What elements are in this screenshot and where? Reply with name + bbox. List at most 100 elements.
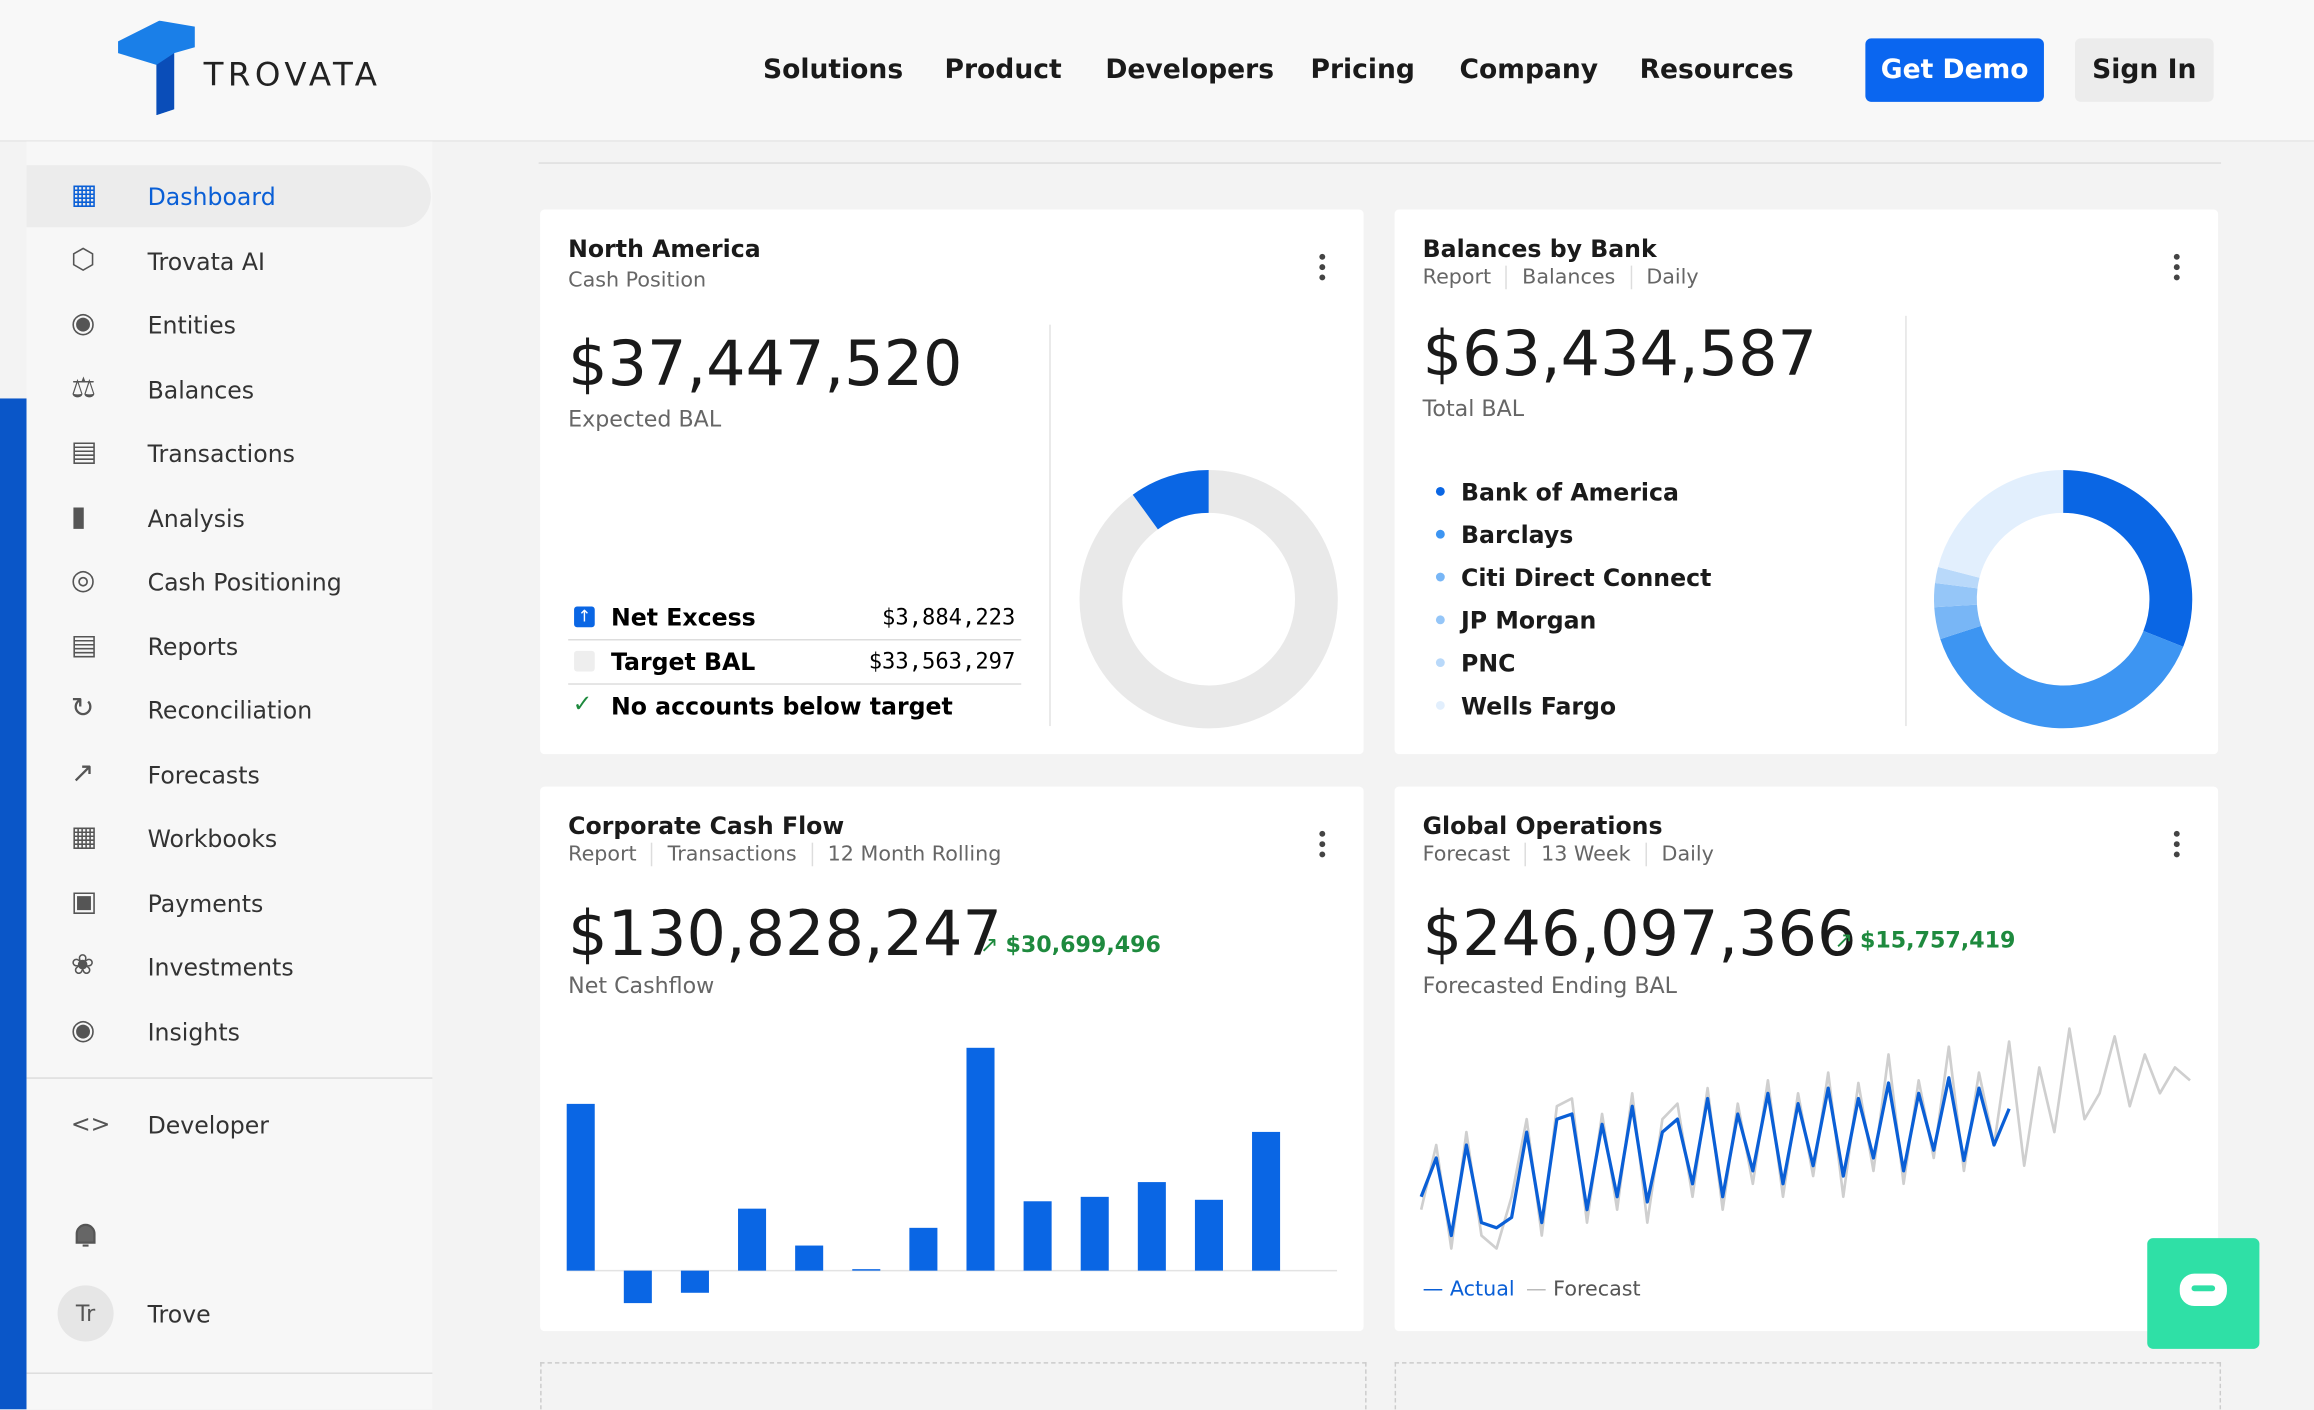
divider — [26, 1077, 433, 1079]
developer-item[interactable]: Developer — [147, 1111, 270, 1140]
tag: Transactions — [651, 842, 812, 867]
bar — [795, 1245, 824, 1271]
card-tags: Forecast 13 Week Daily — [1422, 842, 1729, 867]
bar — [909, 1227, 938, 1271]
amount-label: Forecasted Ending BAL — [1422, 972, 1678, 1000]
menu[interactable] — [1319, 253, 1326, 285]
change-value: $30,699,496 — [1005, 931, 1161, 958]
bar — [852, 1269, 881, 1271]
bar — [1194, 1199, 1223, 1271]
nav-icon: ▤ — [70, 627, 98, 661]
nav-item[interactable]: Reconciliation — [147, 696, 313, 725]
nav-icon: ⬡ — [70, 242, 96, 276]
nav-item[interactable]: Payments — [147, 889, 264, 918]
legend-item: Barclays — [1435, 521, 1573, 549]
nav-item[interactable]: Workbooks — [147, 824, 278, 853]
bar — [966, 1047, 995, 1271]
change-value: $15,757,419 — [1859, 926, 2016, 954]
row-value: $33,563,297 — [868, 647, 1016, 675]
chat-button[interactable] — [2147, 1238, 2260, 1349]
top-nav: TROVATA Solutions Product Developers Pri… — [0, 0, 2314, 142]
placeholder-card — [1394, 1362, 2222, 1410]
bar — [1137, 1182, 1166, 1271]
user-name[interactable]: Trove — [147, 1300, 211, 1329]
card: Global Operations Forecast 13 Week Daily $… — [1394, 786, 2219, 1332]
legend-dot — [1435, 658, 1445, 668]
tag: Report — [568, 842, 637, 867]
change: ↗ $30,699,496 — [979, 931, 1161, 958]
nav-item[interactable]: Insights — [147, 1017, 240, 1046]
menu[interactable] — [1319, 830, 1326, 862]
donut-segment — [1940, 625, 2184, 729]
row-value: $3,884,223 — [882, 603, 1016, 631]
nav-link[interactable]: Solutions — [762, 54, 904, 86]
divider — [538, 162, 2222, 164]
tag: Daily — [1645, 842, 1729, 867]
nav-link[interactable]: Product — [944, 54, 1062, 86]
card-title: Corporate Cash Flow — [568, 811, 845, 840]
tag: Forecast — [1422, 842, 1511, 867]
active-highlight — [26, 165, 431, 228]
tag: Daily — [1630, 265, 1714, 290]
card-title: Global Operations — [1422, 811, 1663, 840]
menu[interactable] — [2173, 830, 2180, 862]
amount: $63,434,587 — [1422, 317, 1817, 390]
donut-segment — [1132, 470, 1210, 530]
tag: 13 Week — [1524, 842, 1646, 867]
nav-icon: ◎ — [70, 563, 96, 597]
sign-in-button[interactable]: Sign In — [2074, 38, 2214, 102]
menu[interactable] — [2173, 253, 2180, 285]
change: ↗ $15,757,419 — [1834, 926, 2016, 954]
row-label: Net Excess — [610, 603, 756, 632]
amount-label: Total BAL — [1422, 395, 1525, 423]
nav-link[interactable]: Developers — [1105, 54, 1275, 86]
legend-item: PNC — [1435, 649, 1515, 677]
bar — [1023, 1201, 1052, 1271]
nav-link[interactable]: Company — [1459, 54, 1599, 86]
bar — [680, 1270, 709, 1293]
card: Corporate Cash Flow Report Transactions 12… — [540, 786, 1364, 1332]
nav-link[interactable]: Resources — [1639, 54, 1794, 86]
nav-icon: ⚖ — [70, 371, 96, 404]
donut-segment — [1938, 470, 2064, 579]
nav-item[interactable]: Reports — [147, 632, 239, 661]
nav-item[interactable]: Investments — [147, 953, 294, 982]
card-title: North America — [568, 234, 761, 263]
divider — [26, 1372, 433, 1374]
nav-item[interactable]: Trovata AI — [147, 247, 265, 276]
amount: $246,097,366 — [1422, 897, 1857, 970]
nav-link[interactable]: Pricing — [1310, 54, 1415, 86]
amount-label: Expected BAL — [568, 405, 722, 433]
nav-item[interactable]: Entities — [147, 311, 236, 340]
legend-item: Bank of America — [1435, 478, 1679, 506]
nav-item[interactable]: Balances — [147, 375, 255, 404]
donut-segment — [2062, 470, 2193, 647]
card-tags: Report Transactions 12 Month Rolling — [568, 842, 1017, 867]
sidebar: Developer <> Tr Trove Dashboard ▦ Trovata … — [26, 141, 433, 1410]
nav-item[interactable]: Dashboard — [147, 182, 276, 212]
row: Target BAL $33,563,297 — [568, 639, 1022, 685]
legend-dot — [1435, 487, 1445, 496]
amount-label: Net Cashflow — [568, 972, 715, 1000]
card-tags: Report Balances Daily — [1422, 265, 1714, 290]
nav-icon: ▤ — [70, 435, 98, 468]
nav-icon: ▮ — [70, 499, 87, 533]
tag: Report — [1422, 265, 1492, 290]
legend-dot — [1435, 529, 1445, 539]
placeholder-card — [540, 1362, 1367, 1410]
nav-item[interactable]: Transactions — [147, 439, 295, 468]
legend-dot — [1435, 615, 1445, 625]
legend-item: — Actual — [1422, 1278, 1515, 1302]
get-demo-button[interactable]: Get Demo — [1865, 38, 2044, 102]
divider — [1905, 315, 1907, 727]
legend-item: Citi Direct Connect — [1435, 564, 1711, 592]
nav-item[interactable]: Forecasts — [147, 760, 260, 789]
divider — [1049, 324, 1051, 727]
nav-item[interactable]: Analysis — [147, 503, 245, 533]
nav-item[interactable]: Cash Positioning — [147, 568, 342, 597]
donut-segment — [1934, 603, 1982, 640]
donut-segment — [1079, 470, 1338, 729]
nav-icon: ↗ — [70, 756, 95, 789]
